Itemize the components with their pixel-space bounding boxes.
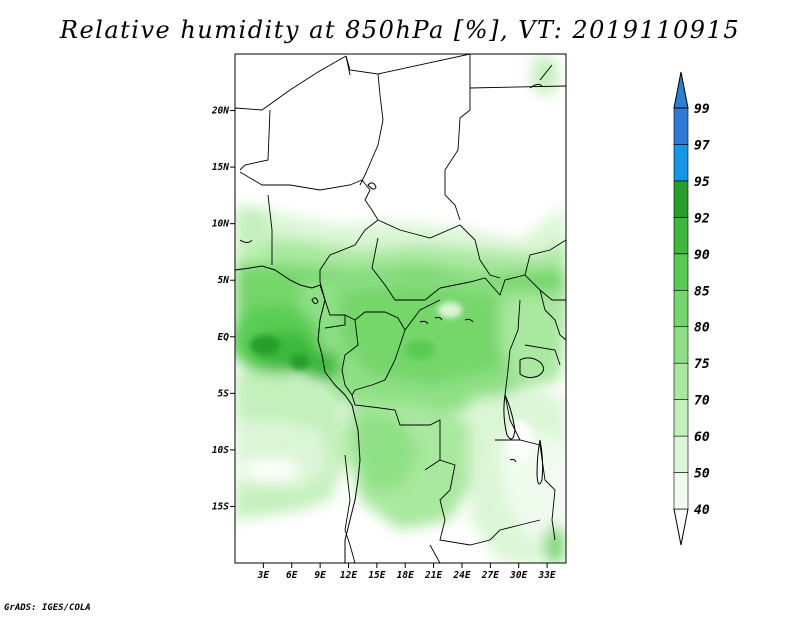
colorbar-label: 80 xyxy=(694,321,710,336)
lat-tick-label: 15N xyxy=(212,162,229,173)
lat-tick-label: EQ xyxy=(218,332,230,343)
colorbar-label: 50 xyxy=(694,467,710,482)
lon-tick-label: 24E xyxy=(452,570,470,581)
colorbar-label: 60 xyxy=(694,430,710,445)
lat-tick-label: 5S xyxy=(218,388,230,399)
map-title: Relative humidity at 850hPa [%], VT: 201… xyxy=(59,16,741,44)
lon-tick-label: 33E xyxy=(537,570,555,581)
colorbar-segment xyxy=(673,399,689,437)
colorbar-min-triangle xyxy=(673,508,689,546)
colorbar-segment xyxy=(673,180,689,218)
lon-tick-label: 21E xyxy=(424,570,442,581)
lon-tick-label: 27E xyxy=(481,570,499,581)
colorbar-label: 90 xyxy=(694,248,710,263)
colorbar-segment xyxy=(673,326,689,364)
colorbar-segment xyxy=(673,289,689,328)
colorbar-segment xyxy=(673,144,689,182)
colorbar-segment xyxy=(673,362,689,400)
colorbar-segment xyxy=(673,217,689,255)
lon-tick-label: 9E xyxy=(314,570,326,581)
colorbar-segment xyxy=(673,435,689,473)
colorbar-label: 40 xyxy=(694,503,710,518)
lat-tick-label: 15S xyxy=(212,501,229,512)
colorbar-label: 85 xyxy=(694,284,710,299)
humidity-field xyxy=(235,54,566,563)
lon-tick-label: 15E xyxy=(368,570,385,581)
colorbar-segment xyxy=(673,253,689,291)
lat-tick-label: 5N xyxy=(218,275,230,286)
colorbar-label: 70 xyxy=(694,394,710,409)
lon-tick-label: 6E xyxy=(286,570,298,581)
lon-tick-label: 12E xyxy=(340,570,357,581)
grads-credit: GrADS: IGES/COLA xyxy=(4,603,91,613)
colorbar-label: 92 xyxy=(694,211,710,226)
colorbar-max-triangle xyxy=(673,71,689,109)
colorbar-label: 97 xyxy=(694,138,710,153)
map-frame xyxy=(234,53,567,564)
lon-tick-label: 18E xyxy=(397,570,414,581)
lat-tick-label: 20N xyxy=(211,106,229,117)
country-boundaries xyxy=(235,54,566,563)
colorbar-label: 95 xyxy=(694,175,710,190)
longitude-axis: 3E 6E 9E 12E 15E 18E 21E 24E 27E 30E 33E xyxy=(257,563,556,581)
coastlines xyxy=(235,64,553,563)
lon-tick-label: 3E xyxy=(257,570,270,581)
latitude-axis: 20N 15N 10N 5N EQ 5S 10S 15S xyxy=(211,106,235,512)
lat-tick-label: 10S xyxy=(212,445,229,456)
colorbar-segment xyxy=(673,107,689,145)
colorbar: 40 50 60 70 75 80 85 90 92 95 97 99 xyxy=(673,71,710,546)
lat-tick-label: 10N xyxy=(212,219,229,230)
colorbar-label: 75 xyxy=(694,357,710,372)
colorbar-label: 99 xyxy=(694,102,710,117)
colorbar-segment xyxy=(673,472,689,510)
lon-tick-label: 30E xyxy=(509,570,527,581)
